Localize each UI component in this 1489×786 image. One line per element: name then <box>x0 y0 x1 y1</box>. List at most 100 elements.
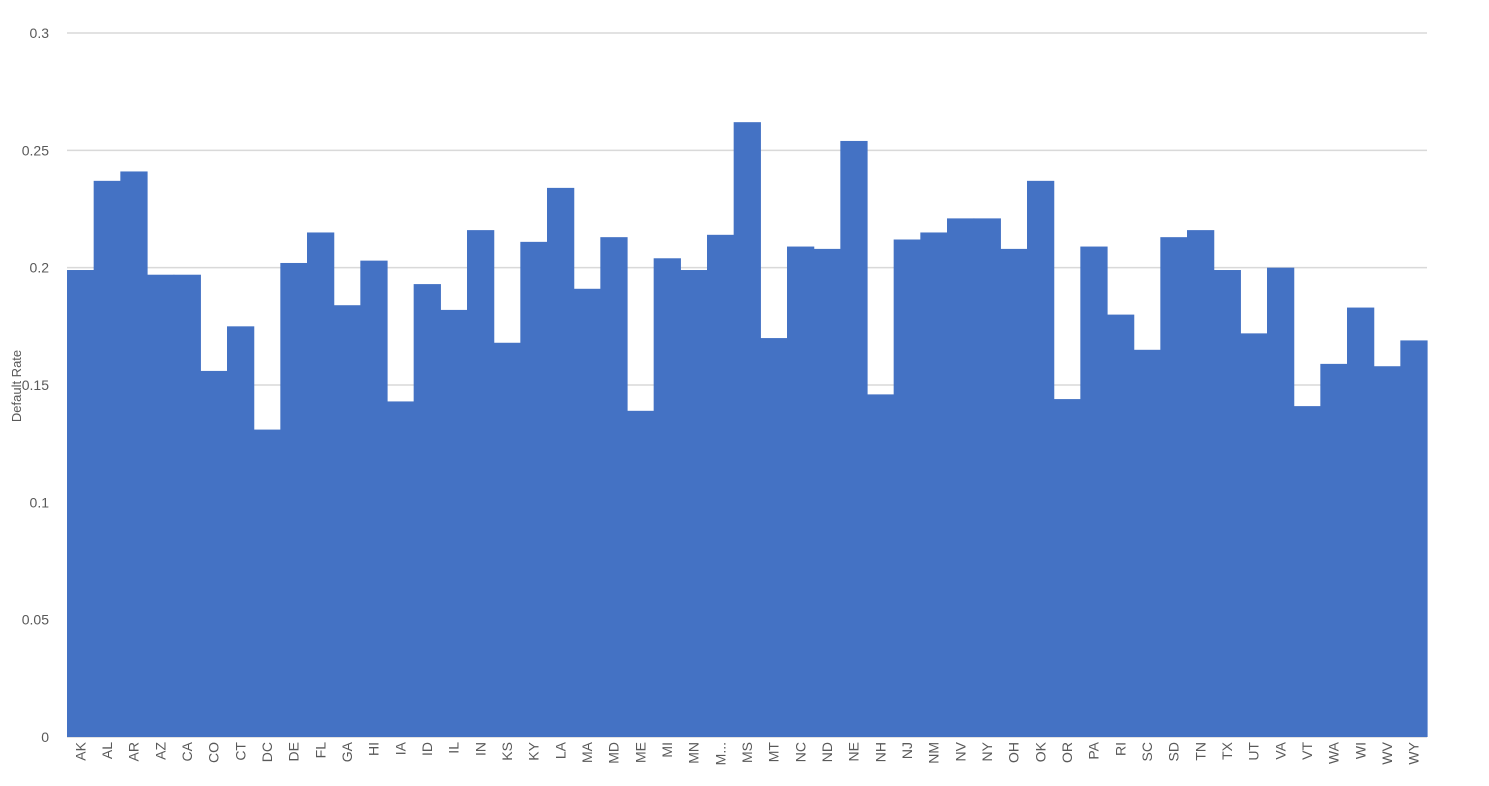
x-tick-label: M... <box>712 742 728 765</box>
x-tick-label: NV <box>952 741 968 761</box>
x-tick-label: ND <box>819 742 835 762</box>
bar-nc <box>787 246 815 737</box>
x-tick-label: IA <box>392 741 408 755</box>
bar-md <box>600 237 628 737</box>
x-tick-label: OK <box>1032 741 1048 762</box>
x-tick-label: NY <box>979 741 995 761</box>
x-tick-label: AL <box>99 742 115 759</box>
bar-tx <box>1213 270 1241 737</box>
bar-co <box>200 370 228 737</box>
x-tick-label: CT <box>232 742 248 761</box>
x-tick-label: RI <box>1112 742 1128 756</box>
bar-wi <box>1347 307 1375 737</box>
x-tick-label: NH <box>872 742 888 762</box>
bars <box>67 122 1428 738</box>
y-tick-label: 0.25 <box>22 142 49 158</box>
bar-wy <box>1400 340 1428 737</box>
x-tick-label: TN <box>1192 742 1208 761</box>
bar-sc <box>1133 349 1161 737</box>
bar-ut <box>1240 333 1268 737</box>
bar-nm <box>920 232 948 737</box>
bar-nv <box>947 218 975 738</box>
x-tick-label: NE <box>846 742 862 761</box>
x-tick-label: PA <box>1086 741 1102 759</box>
x-tick-label: KY <box>526 741 542 760</box>
bar-me <box>627 410 655 737</box>
x-tick-label: SC <box>1139 742 1155 761</box>
bar-vt <box>1293 406 1321 737</box>
y-axis-ticks: 0 0.05 0.1 0.15 0.2 0.25 0.3 <box>22 25 49 745</box>
bar-mi <box>653 258 681 737</box>
x-tick-label: HI <box>366 742 382 756</box>
bar-ar <box>120 171 148 737</box>
y-tick-label: 0.2 <box>30 260 50 276</box>
y-tick-label: 0 <box>41 729 49 745</box>
x-tick-label: OH <box>1006 742 1022 763</box>
x-tick-label: FL <box>312 742 328 759</box>
bar-la <box>547 187 575 737</box>
bar-ne <box>840 140 868 738</box>
x-tick-label: IL <box>446 742 462 754</box>
x-tick-label: NC <box>792 742 808 762</box>
x-tick-label: VA <box>1272 741 1288 759</box>
x-tick-label: CO <box>206 742 222 763</box>
x-tick-label: NJ <box>899 742 915 759</box>
y-axis-title: Default Rate <box>9 350 24 422</box>
bar-or <box>1053 399 1081 737</box>
x-tick-label: MA <box>579 741 595 763</box>
bar-ks <box>493 342 521 737</box>
x-tick-label: ID <box>419 742 435 756</box>
x-tick-label: IN <box>472 742 488 756</box>
x-tick-label: GA <box>339 741 355 762</box>
x-tick-label: WY <box>1406 741 1422 764</box>
x-tick-label: AZ <box>152 742 168 760</box>
x-tick-label: CA <box>179 741 195 761</box>
x-tick-label: LA <box>552 741 568 759</box>
bar-ri <box>1107 314 1135 737</box>
bar-de <box>280 262 308 737</box>
y-tick-label: 0.3 <box>30 25 50 41</box>
bar-nh <box>867 394 895 737</box>
bar-ga <box>333 305 361 737</box>
bar-wv <box>1373 366 1401 737</box>
x-tick-label: WA <box>1326 741 1342 764</box>
bar-nj <box>893 239 921 738</box>
bar-mn <box>680 270 708 737</box>
bar-id <box>413 284 441 737</box>
bar-ak <box>67 270 95 737</box>
bar-al <box>93 180 121 738</box>
bar-ny <box>973 218 1001 738</box>
x-tick-label: MS <box>739 742 755 763</box>
x-tick-label: WV <box>1379 741 1395 764</box>
bar-ma <box>573 288 601 737</box>
x-tick-label: KS <box>499 742 515 761</box>
bar-ct <box>227 326 255 737</box>
x-tick-label: MN <box>686 742 702 764</box>
bar-mt <box>760 338 788 737</box>
x-tick-label: TX <box>1219 741 1235 760</box>
bar-il <box>440 309 468 737</box>
x-tick-label: MT <box>766 742 782 763</box>
bar-va <box>1267 267 1295 737</box>
x-tick-label: DE <box>286 742 302 761</box>
bar-ia <box>387 401 415 737</box>
x-tick-label: WI <box>1352 742 1368 759</box>
x-tick-label: AR <box>126 742 142 761</box>
bar-ky <box>520 241 548 737</box>
bar-nd <box>813 248 841 738</box>
bar-ca <box>173 274 201 737</box>
x-axis-ticks: AK AL AR AZ CA CO CT DC DE FL GA HI IA ID IL IN KS KY LA MA… <box>72 741 1421 765</box>
bar-sd <box>1160 237 1188 737</box>
bar-pa <box>1080 246 1108 737</box>
bar-az <box>147 274 175 737</box>
x-tick-label: NM <box>926 742 942 764</box>
x-tick-label: MD <box>606 742 622 764</box>
bar-oh <box>1000 248 1028 738</box>
y-tick-label: 0.1 <box>30 494 50 510</box>
x-tick-label: SD <box>1166 742 1182 761</box>
bar-m <box>707 234 735 737</box>
x-tick-label: ME <box>632 742 648 763</box>
x-tick-label: UT <box>1246 742 1262 761</box>
bar-tn <box>1187 230 1215 737</box>
